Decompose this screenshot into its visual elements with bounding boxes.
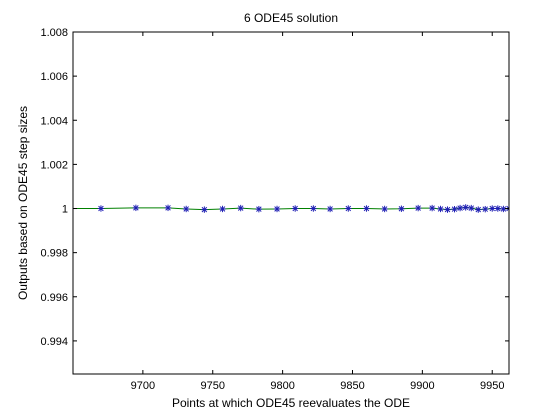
data-point-marker <box>132 204 140 212</box>
data-point-marker <box>468 204 475 212</box>
data-point-marker <box>414 204 422 212</box>
data-point-marker <box>381 205 388 213</box>
data-point-marker <box>451 205 458 213</box>
marker-stroke <box>398 205 405 212</box>
marker-stroke <box>506 205 509 210</box>
data-point-marker <box>482 205 489 213</box>
data-point-marker <box>489 205 496 212</box>
data-point-marker <box>462 204 469 211</box>
marker-stroke <box>381 206 388 212</box>
marker-stroke <box>489 205 495 212</box>
marker-stroke <box>98 205 104 212</box>
data-point-marker <box>273 205 281 213</box>
marker-stroke <box>462 204 469 211</box>
marker-stroke <box>437 206 444 212</box>
data-point-marker <box>345 205 352 212</box>
y-tick-label: 0.996 <box>40 292 68 304</box>
data-point-marker <box>201 206 208 213</box>
marker-stroke <box>429 205 435 211</box>
marker-stroke <box>345 205 352 212</box>
y-tick-label: 1 <box>62 204 68 216</box>
y-tick-label: 1.004 <box>40 115 68 127</box>
marker-stroke <box>274 206 280 212</box>
marker-stroke <box>495 205 501 212</box>
x-axis-ticks: 9700 9750 9800 9850 9900 9950 <box>131 32 504 392</box>
marker-stroke <box>468 205 475 211</box>
plot-area-background <box>73 32 509 374</box>
y-tick-label: 0.998 <box>40 248 68 260</box>
data-point-marker <box>437 205 444 213</box>
data-point-marker <box>494 205 502 212</box>
marker-stroke <box>201 206 208 213</box>
data-point-marker <box>255 205 263 213</box>
data-point-marker <box>444 206 451 213</box>
y-tick-label: 1.008 <box>40 27 68 39</box>
x-tick-label: 9750 <box>201 380 225 392</box>
y-tick-label: 1.002 <box>40 159 68 171</box>
marker-stroke <box>292 205 298 212</box>
y-tick-label: 1.006 <box>40 71 68 83</box>
data-point-marker <box>237 204 244 212</box>
x-tick-label: 9900 <box>410 380 434 392</box>
x-tick-label: 9700 <box>131 380 155 392</box>
marker-stroke <box>482 206 488 212</box>
marker-stroke <box>451 206 458 212</box>
data-point-marker <box>291 205 299 212</box>
data-point-marker <box>428 204 436 212</box>
x-tick-label: 9850 <box>340 380 364 392</box>
data-point-marker <box>398 205 405 212</box>
marker-stroke <box>327 206 333 212</box>
marker-stroke <box>219 206 226 212</box>
marker-stroke <box>444 206 451 213</box>
y-axis-ticks: 0.994 0.996 0.998 1 1.002 1.004 1.006 1.008 <box>40 27 509 348</box>
data-point-marker <box>310 205 317 212</box>
marker-stroke <box>133 205 139 211</box>
marker-stroke <box>506 207 509 212</box>
data-point-marker <box>182 205 190 213</box>
data-point-marker <box>475 206 482 213</box>
series-layer <box>73 204 509 213</box>
marker-stroke <box>475 206 482 213</box>
data-point-marker <box>363 205 370 212</box>
x-axis-label: Points at which ODE45 reevaluates the OD… <box>172 396 410 410</box>
marker-stroke <box>165 205 171 211</box>
marker-stroke <box>256 206 262 212</box>
x-tick-label: 9800 <box>270 380 294 392</box>
marker-stroke <box>415 205 421 211</box>
marker-stroke <box>310 205 317 212</box>
data-point-marker <box>219 205 226 213</box>
data-point-marker <box>97 205 105 212</box>
data-point-marker <box>456 204 464 212</box>
plot-area-frame <box>72 31 510 375</box>
y-tick-label: 0.994 <box>40 336 68 348</box>
marker-stroke <box>237 205 244 211</box>
marker-stroke <box>500 206 507 212</box>
marker-stroke <box>363 205 370 212</box>
data-point-marker <box>326 205 334 213</box>
marker-stroke <box>183 206 189 212</box>
marker-stroke <box>457 205 463 211</box>
x-tick-label: 9950 <box>480 380 504 392</box>
y-axis-label: Outputs based on ODE45 step sizes <box>16 106 30 300</box>
chart-title: 6 ODE45 solution <box>244 11 338 25</box>
data-point-marker <box>164 204 172 212</box>
